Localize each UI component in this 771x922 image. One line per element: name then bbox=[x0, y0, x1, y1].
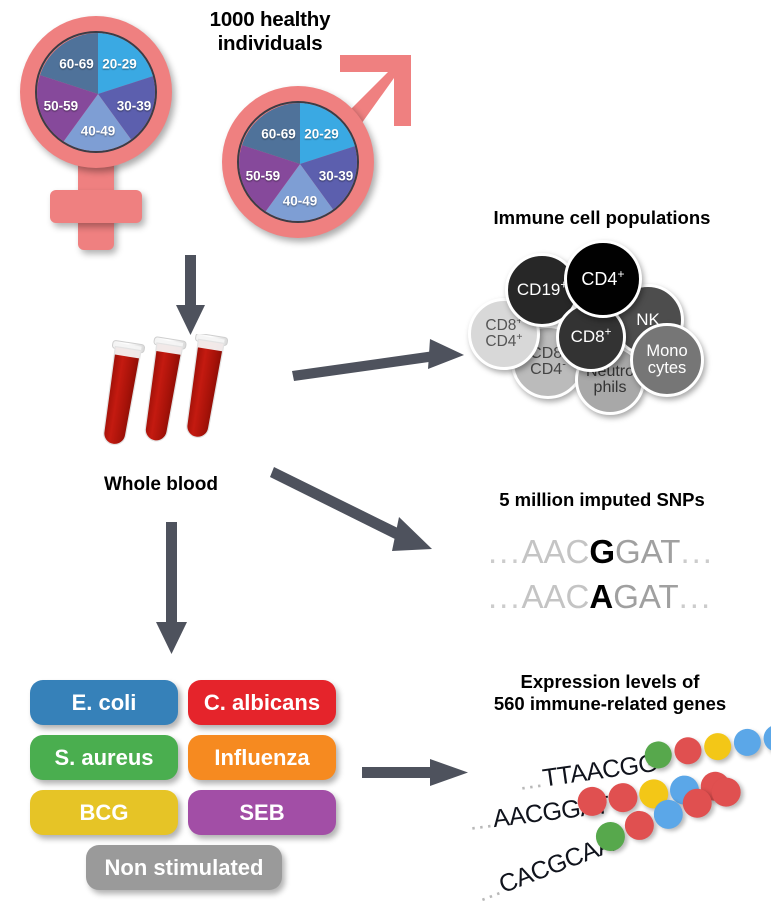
age-pie-male-segment-40-49 bbox=[264, 164, 336, 221]
arrow-blood-to-stimuli bbox=[156, 522, 187, 654]
female-stem-horizontal bbox=[50, 190, 142, 223]
immune-cell-mono-cytes: Mono cytes bbox=[630, 323, 704, 397]
arrow-individuals-to-blood bbox=[176, 255, 205, 335]
arrow-blood-to-immune bbox=[292, 339, 464, 381]
age-pie-female: 20-29 30-39 40-49 50-59 60-69 bbox=[35, 31, 157, 153]
age-pie-male-label-40-49: 40-49 bbox=[282, 193, 318, 209]
age-pie-male-label-60-69: 60-69 bbox=[261, 126, 296, 142]
page-title-individuals: 1000 healthy individuals bbox=[209, 8, 331, 56]
immune-cell-label: CD4+ bbox=[581, 266, 625, 289]
stimulus-pill-e-coli[interactable]: E. coli bbox=[30, 680, 178, 725]
male-symbol: 20-29 30-39 40-49 50-59 60-69 bbox=[210, 48, 440, 248]
age-pie-female-segment-60-69 bbox=[39, 33, 98, 94]
stimulus-label: Influenza bbox=[214, 744, 310, 770]
immune-cell-label: CD8+ bbox=[570, 326, 612, 347]
snp-trailing-dots-2: ... bbox=[678, 578, 713, 615]
stimulus-label: SEB bbox=[239, 799, 285, 825]
stimulus-pill-bcg[interactable]: BCG bbox=[30, 790, 178, 835]
age-pie-male-label-50-59: 50-59 bbox=[245, 168, 281, 184]
stimulus-label: S. aureus bbox=[54, 744, 154, 770]
expression-bead bbox=[672, 735, 704, 767]
blood-tubes-icon bbox=[103, 334, 229, 446]
arrow-blood-to-snps bbox=[270, 467, 432, 551]
stimulus-label: BCG bbox=[79, 799, 129, 825]
expression-bead bbox=[702, 731, 733, 762]
immune-cell-label: Mono cytes bbox=[646, 342, 688, 377]
strand-leading-dots: ... bbox=[517, 764, 545, 796]
immune-cell-cluster: CD19+CD4+CD8+NKCD8+CD4+CD8-CD4-Neutrophi… bbox=[468, 240, 768, 415]
snp-prefix-2: AAC bbox=[521, 578, 590, 615]
snp-leading-dots-2: ... bbox=[488, 578, 522, 615]
stimuli-grid: E. coli C. albicans S. aureus Influenza BCG S… bbox=[30, 680, 350, 895]
expression-bead bbox=[732, 727, 763, 758]
age-pie-female-segment-50-59 bbox=[37, 75, 98, 144]
age-pie-female-label-30-39: 30-39 bbox=[116, 98, 152, 114]
snp-suffix-2: GAT bbox=[613, 578, 679, 615]
arrow-stimuli-to-expression bbox=[362, 759, 468, 786]
snp-sequence-row-2: ...AACAGAT... bbox=[488, 578, 712, 616]
snp-suffix-1: GAT bbox=[615, 533, 681, 570]
section-title-immune-cells: Immune cell populations bbox=[493, 207, 711, 228]
age-pie-male: 20-29 30-39 40-49 50-59 60-69 bbox=[237, 101, 359, 223]
immune-cell-label: CD8+ CD4+ bbox=[485, 315, 523, 350]
label-whole-blood: Whole blood bbox=[104, 474, 218, 495]
snp-prefix-1: AAC bbox=[521, 533, 590, 570]
snp-leading-dots-1: ... bbox=[488, 533, 522, 570]
expression-strands: ...TTAACGG ...AACGGAT ...CACGCAA bbox=[467, 722, 771, 922]
immune-cell-cd4: CD4+ bbox=[564, 240, 642, 318]
age-pie-female-label-60-69: 60-69 bbox=[59, 56, 94, 72]
age-pie-female-segment-20-29 bbox=[98, 33, 155, 94]
stimulus-label: Non stimulated bbox=[104, 854, 264, 880]
female-symbol: 20-29 30-39 40-49 50-59 60-69 bbox=[8, 8, 188, 258]
snp-sequence-row-1: ...AACGGAT... bbox=[488, 533, 714, 571]
age-pie-male-segment-30-39 bbox=[300, 145, 357, 214]
age-pie-male-label-30-39: 30-39 bbox=[318, 168, 354, 184]
stimulus-pill-seb[interactable]: SEB bbox=[188, 790, 336, 835]
age-pie-female-segment-30-39 bbox=[98, 75, 155, 144]
age-pie-female-label-50-59: 50-59 bbox=[43, 98, 79, 114]
stimulus-label: E. coli bbox=[71, 689, 137, 715]
snp-highlight-2: A bbox=[589, 578, 614, 615]
age-pie-female-segment-40-49 bbox=[62, 94, 134, 151]
stimulus-pill-influenza[interactable]: Influenza bbox=[188, 735, 336, 780]
snp-highlight-1: G bbox=[589, 533, 616, 570]
stimulus-pill-s-aureus[interactable]: S. aureus bbox=[30, 735, 178, 780]
section-title-expression: Expression levels of 560 immune-related … bbox=[493, 671, 727, 714]
age-pie-male-segment-50-59 bbox=[239, 145, 300, 214]
age-pie-female-label-20-29: 20-29 bbox=[102, 56, 137, 72]
age-pie-male-segment-60-69 bbox=[241, 103, 300, 164]
age-pie-female-label-40-49: 40-49 bbox=[80, 123, 116, 139]
age-pie-male-segment-20-29 bbox=[300, 103, 357, 164]
stimulus-pill-non-stimulated[interactable]: Non stimulated bbox=[86, 845, 282, 890]
stimulus-label: C. albicans bbox=[203, 689, 321, 715]
expression-bead bbox=[761, 722, 771, 754]
age-pie-male-label-20-29: 20-29 bbox=[304, 126, 339, 142]
immune-cell-label: CD19+ bbox=[516, 280, 567, 300]
stimulus-pill-c-albicans[interactable]: C. albicans bbox=[188, 680, 336, 725]
strand-leading-dots: ... bbox=[472, 872, 506, 908]
snp-trailing-dots-1: ... bbox=[680, 533, 714, 570]
immune-cell-label: CD8-CD4- bbox=[530, 343, 566, 378]
section-title-snps: 5 million imputed SNPs bbox=[499, 489, 705, 510]
strand-leading-dots: ... bbox=[467, 805, 495, 836]
